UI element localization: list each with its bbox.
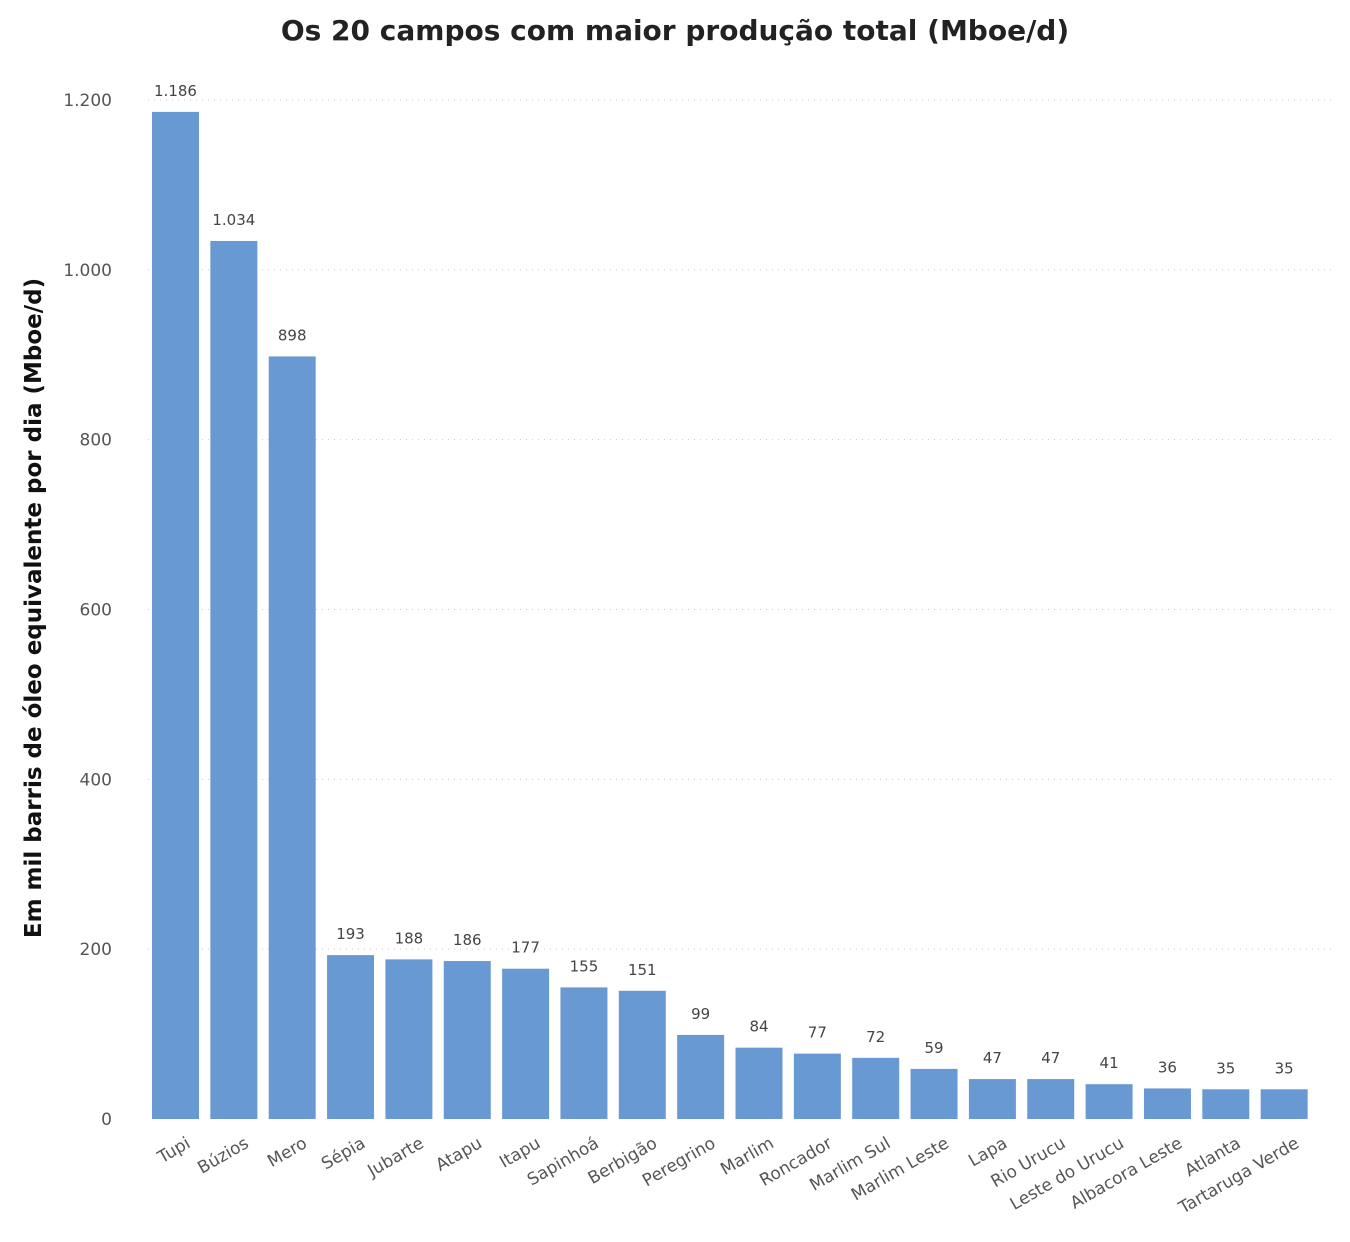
bar [443, 961, 491, 1119]
data-label: 77 [808, 1024, 827, 1042]
grid-lines [148, 99, 1334, 950]
x-tick-label: Sépia [318, 1133, 369, 1174]
bar [268, 356, 316, 1119]
bar [677, 1034, 725, 1119]
bar [1260, 1089, 1308, 1119]
data-label: 1.186 [154, 82, 197, 100]
data-label: 186 [453, 931, 482, 949]
bar [1085, 1084, 1133, 1119]
bar [735, 1047, 783, 1119]
x-tick-label: Atapu [432, 1133, 485, 1175]
y-tick-label: 400 [80, 770, 112, 790]
y-tick-label: 200 [80, 940, 112, 960]
x-tick-label: Mero [264, 1133, 311, 1171]
bar [502, 968, 550, 1119]
bar [1143, 1088, 1191, 1119]
data-label: 35 [1216, 1059, 1235, 1077]
bar [910, 1068, 958, 1119]
bar [210, 240, 258, 1119]
data-label: 898 [278, 326, 307, 344]
x-tick-label: Jubarte [364, 1133, 428, 1181]
bar [793, 1053, 841, 1119]
bars [152, 111, 1308, 1120]
y-axis-ticks: 0 200 400 600 800 1.000 1.200 [63, 91, 112, 1130]
bar [152, 111, 199, 1120]
data-label: 59 [925, 1039, 944, 1057]
y-tick-label: 1.200 [63, 91, 112, 111]
chart-title: Os 20 campos com maior produção total (M… [280, 14, 1070, 47]
bar [618, 990, 666, 1119]
data-label: 1.034 [212, 211, 255, 229]
y-tick-label: 0 [101, 1110, 112, 1130]
x-tick-label: Tupi [154, 1133, 194, 1168]
data-label: 84 [749, 1018, 768, 1036]
y-tick-label: 1.000 [63, 261, 112, 281]
data-label: 151 [628, 961, 657, 979]
data-label: 36 [1158, 1058, 1177, 1076]
x-tick-label: Búzios [194, 1133, 252, 1178]
data-label: 188 [395, 929, 424, 947]
data-label: 72 [866, 1028, 885, 1046]
data-label: 47 [1041, 1049, 1060, 1067]
bar [385, 959, 433, 1119]
data-label: 193 [336, 925, 365, 943]
data-label: 35 [1275, 1059, 1294, 1077]
data-label: 47 [983, 1049, 1002, 1067]
y-tick-label: 800 [80, 431, 112, 451]
y-tick-label: 600 [80, 601, 112, 621]
bar [1027, 1079, 1075, 1119]
data-label: 177 [511, 939, 540, 957]
data-labels: 1.186 1.034 898 193 188 186 177 155 151 99 84 77 72 5… [154, 82, 1294, 1077]
bar [852, 1057, 900, 1119]
bar [968, 1079, 1016, 1119]
bar [1202, 1089, 1250, 1119]
bar [327, 955, 375, 1119]
data-label: 99 [691, 1005, 710, 1023]
data-label: 155 [570, 957, 599, 975]
bar [560, 987, 608, 1119]
data-label: 41 [1100, 1054, 1119, 1072]
